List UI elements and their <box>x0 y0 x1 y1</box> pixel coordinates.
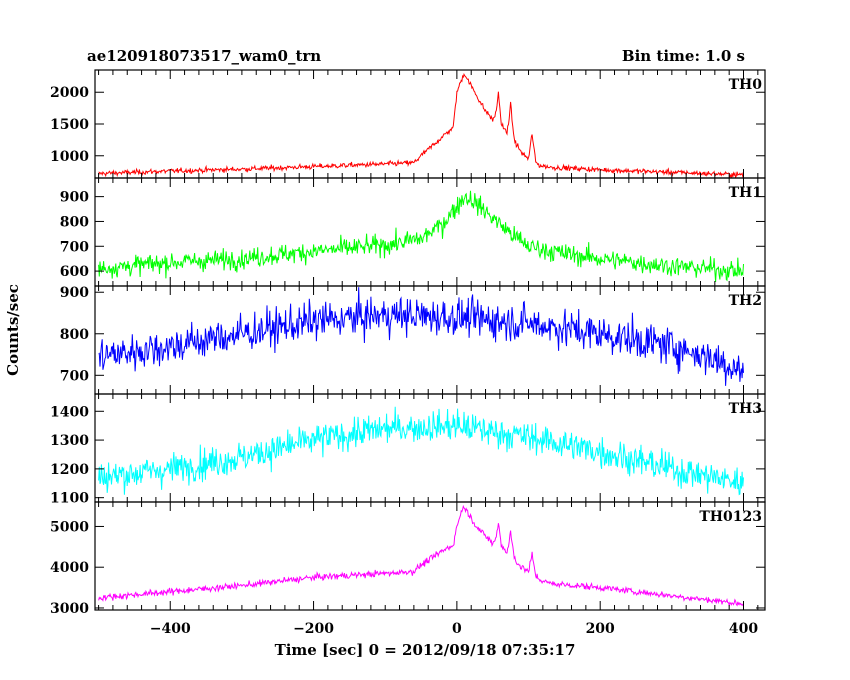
figure-title: ae120918073517_wam0_trn <box>87 47 321 65</box>
trace-th1 <box>98 190 744 283</box>
bin-time-label: Bin time: 1.0 s <box>622 47 745 65</box>
y-tick-label: 700 <box>60 239 89 255</box>
x-tick-label: 0 <box>452 621 462 637</box>
y-tick-label: 900 <box>60 285 89 301</box>
y-tick-label: 900 <box>60 190 89 206</box>
y-tick-label: 800 <box>60 327 89 343</box>
panel-frame-th3 <box>94 393 766 503</box>
y-axis-label: Counts/sec <box>4 284 22 376</box>
x-axis-label: Time [sec] 0 = 2012/09/18 07:35:17 <box>275 641 576 659</box>
panel-label-th0123: TH0123 <box>699 509 762 525</box>
panel-frame-th0123 <box>94 501 766 611</box>
x-tick-label: 200 <box>586 621 615 637</box>
y-tick-label: 800 <box>60 214 89 230</box>
y-tick-label: 600 <box>60 264 89 280</box>
x-tick-label: 400 <box>729 621 758 637</box>
y-tick-label: 1000 <box>50 149 89 165</box>
trace-th0123 <box>98 504 744 608</box>
panel-label-th2: TH2 <box>729 293 762 309</box>
y-tick-label: 2000 <box>50 85 89 101</box>
panel-label-th3: TH3 <box>729 401 762 417</box>
y-tick-label: 3000 <box>50 601 89 617</box>
trace-th3 <box>98 406 744 496</box>
panel-label-th1: TH1 <box>729 185 762 201</box>
y-tick-label: 1400 <box>50 404 89 420</box>
y-tick-label: 1300 <box>50 433 89 449</box>
y-tick-label: 1200 <box>50 462 89 478</box>
trace-th2 <box>98 287 744 386</box>
y-tick-label: 700 <box>60 368 89 384</box>
trace-th0 <box>98 73 744 178</box>
y-tick-label: 1100 <box>50 491 89 507</box>
panel-frame-th0 <box>94 69 766 179</box>
y-tick-label: 1500 <box>50 117 89 133</box>
panel-label-th0: TH0 <box>729 77 763 93</box>
x-tick-label: −200 <box>293 621 334 637</box>
y-tick-label: 5000 <box>50 519 89 535</box>
x-tick-label: −400 <box>150 621 191 637</box>
y-tick-label: 4000 <box>50 560 89 576</box>
